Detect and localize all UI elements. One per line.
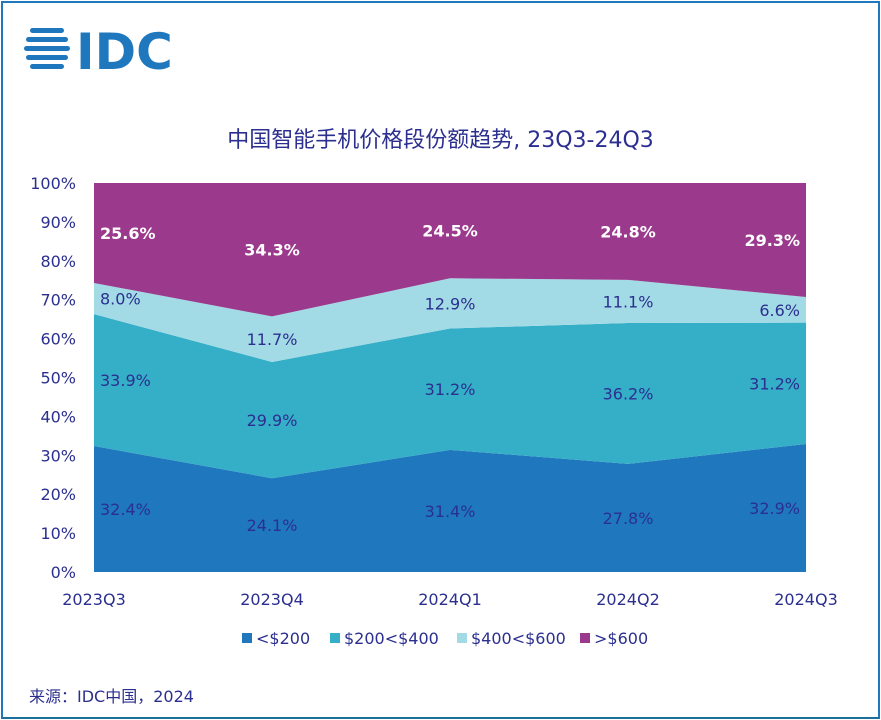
chart-title: 中国智能手机价格段份额趋势, 23Q3-24Q3 [227,128,654,153]
idc-logo: IDC [24,22,194,82]
globe-icon [24,28,70,69]
source-note: 来源：IDC中国，2024 [29,687,194,706]
logo-text: IDC [76,23,173,78]
